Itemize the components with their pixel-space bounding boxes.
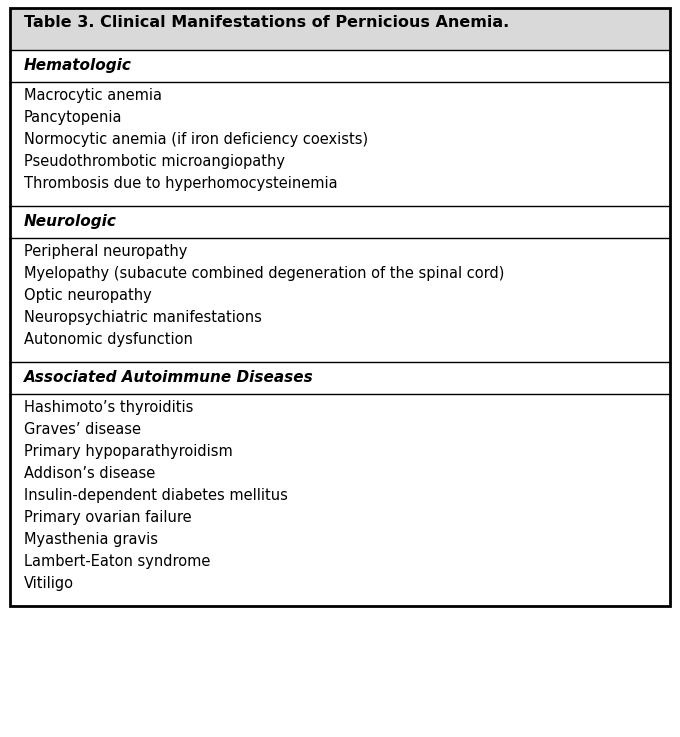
Text: Hematologic: Hematologic — [24, 58, 132, 73]
Text: Normocytic anemia (if iron deficiency coexists): Normocytic anemia (if iron deficiency co… — [24, 132, 368, 147]
Text: Optic neuropathy: Optic neuropathy — [24, 288, 152, 303]
Text: Vitiligo: Vitiligo — [24, 576, 74, 591]
Text: Primary ovarian failure: Primary ovarian failure — [24, 510, 192, 525]
Bar — [10, 362, 670, 394]
Bar — [10, 8, 670, 50]
Text: Myelopathy (subacute combined degeneration of the spinal cord): Myelopathy (subacute combined degenerati… — [24, 266, 505, 281]
Text: Neuropsychiatric manifestations: Neuropsychiatric manifestations — [24, 310, 262, 325]
Text: Hashimoto’s thyroiditis: Hashimoto’s thyroiditis — [24, 400, 193, 415]
Text: Pseudothrombotic microangiopathy: Pseudothrombotic microangiopathy — [24, 154, 285, 169]
Bar — [10, 82, 670, 206]
Text: Table 3. Clinical Manifestations of Pernicious Anemia.: Table 3. Clinical Manifestations of Pern… — [24, 15, 509, 30]
Bar — [10, 50, 670, 82]
Text: Insulin-dependent diabetes mellitus: Insulin-dependent diabetes mellitus — [24, 488, 288, 503]
Text: Autonomic dysfunction: Autonomic dysfunction — [24, 332, 193, 347]
Bar — [10, 8, 670, 606]
Text: Graves’ disease: Graves’ disease — [24, 422, 141, 437]
Bar — [10, 394, 670, 606]
Bar — [10, 238, 670, 362]
Text: Thrombosis due to hyperhomocysteinemia: Thrombosis due to hyperhomocysteinemia — [24, 176, 338, 191]
Text: Myasthenia gravis: Myasthenia gravis — [24, 532, 158, 547]
Text: Pancytopenia: Pancytopenia — [24, 110, 122, 125]
Text: Associated Autoimmune Diseases: Associated Autoimmune Diseases — [24, 370, 313, 385]
Text: Neurologic: Neurologic — [24, 214, 117, 229]
Text: Addison’s disease: Addison’s disease — [24, 466, 155, 481]
Text: Primary hypoparathyroidism: Primary hypoparathyroidism — [24, 444, 233, 459]
Text: Peripheral neuropathy: Peripheral neuropathy — [24, 244, 188, 259]
Text: Lambert-Eaton syndrome: Lambert-Eaton syndrome — [24, 554, 210, 569]
Text: Macrocytic anemia: Macrocytic anemia — [24, 88, 162, 103]
Bar — [10, 206, 670, 238]
